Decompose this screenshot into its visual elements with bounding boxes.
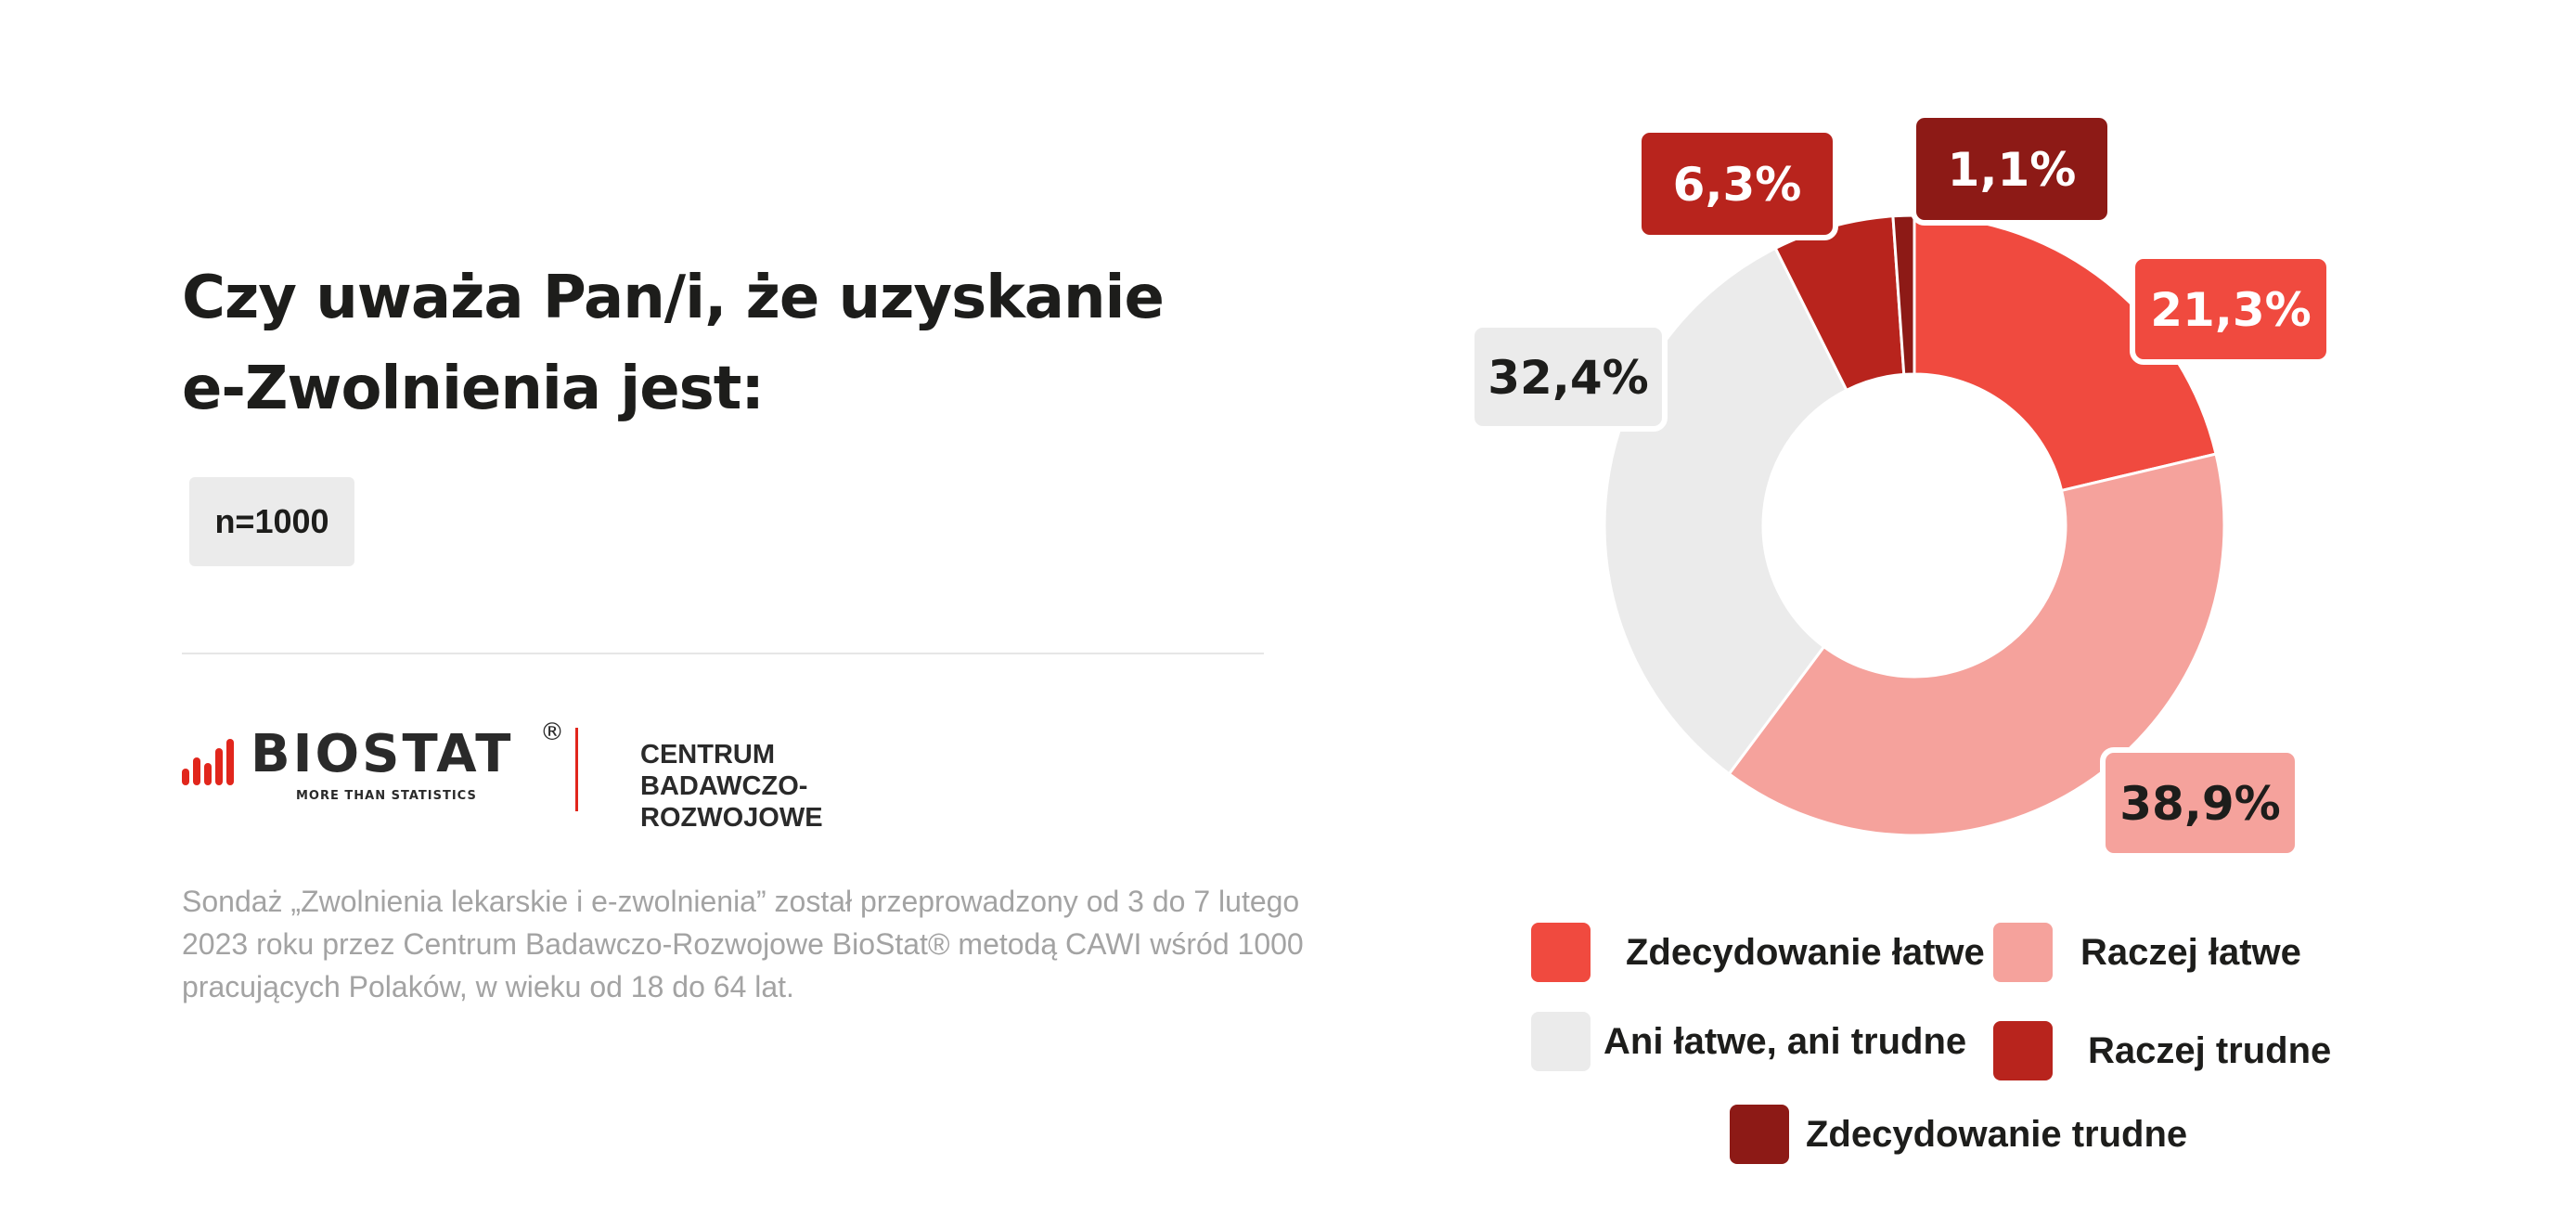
legend-item-zdecydowanie-latwe: Zdecydowanie łatwe	[1531, 923, 1985, 982]
divider	[182, 653, 1264, 654]
slice-label-text: 6,3%	[1673, 158, 1802, 212]
legend-label: Raczej łatwe	[2080, 931, 2301, 973]
legend-swatch	[1531, 923, 1591, 982]
slice-label-text: 38,9%	[2119, 777, 2280, 831]
logo-centrum-line-2: BADAWCZO-ROZWOJOWE	[640, 771, 823, 833]
legend-label: Raczej trudne	[2088, 1029, 2332, 1071]
biostat-logo: BIOSTAT ® MORE THAN STATISTICS CENTRUM B…	[182, 718, 961, 833]
logo-separator	[575, 728, 578, 811]
legend-swatch	[1531, 1012, 1591, 1071]
legend-item-ani-latwe-ani-trudne: Ani łatwe, ani trudne	[1531, 1012, 1966, 1071]
donut-chart: 21,3% 38,9% 32,4% 6,3% 1,1%	[1469, 112, 2332, 859]
slice-label-zdecydowanie-trudne: 1,1%	[1911, 112, 2113, 226]
logo-centrum-line-1: CENTRUM	[640, 740, 775, 770]
note-line-1: Sondaż „Zwolnienia lekarskie i e-zwolnie…	[182, 885, 1300, 918]
legend-item-zdecydowanie-trudne: Zdecydowanie trudne	[1730, 1105, 2187, 1164]
legend-label: Zdecydowanie trudne	[1806, 1113, 2188, 1155]
slice-label-box	[2100, 747, 2300, 859]
title-line-2: e-Zwolnienia jest:	[182, 355, 765, 423]
slice-label-box	[1911, 112, 2113, 226]
slice-label-ani-latwe-ani-trudne: 32,4%	[1469, 322, 1668, 432]
slice-label-box	[1469, 322, 1668, 432]
legend-item-raczej-trudne: Raczej trudne	[1993, 1021, 2331, 1080]
legend-swatch	[1993, 923, 2053, 982]
sample-size-badge: n=1000	[189, 477, 354, 566]
slice-labels: 21,3% 38,9% 32,4% 6,3% 1,1%	[1469, 112, 2332, 859]
note-line-2: 2023 roku przez Centrum Badawczo-Rozwojo…	[182, 927, 1304, 961]
logo-wordmark: BIOSTAT	[251, 724, 514, 784]
slice-label-box	[1636, 127, 1838, 240]
logo-tagline: MORE THAN STATISTICS	[296, 789, 477, 803]
survey-note: Sondaż „Zwolnienia lekarskie i e-zwolnie…	[182, 880, 1388, 1008]
logo-registered-mark: ®	[540, 718, 564, 746]
slice-raczej-latwe	[1727, 452, 2226, 837]
slice-label-text: 1,1%	[1948, 143, 2077, 197]
title-line-1: Czy uważa Pan/i, że uzyskanie	[182, 264, 1165, 332]
legend-item-raczej-latwe: Raczej łatwe	[1993, 923, 2301, 982]
slice-label-text: 32,4%	[1488, 351, 1648, 405]
slice-label-raczej-latwe: 38,9%	[2100, 747, 2300, 859]
legend-swatch	[1730, 1105, 1789, 1164]
slice-label-raczej-trudne: 6,3%	[1636, 127, 1838, 240]
legend-label: Ani łatwe, ani trudne	[1604, 1020, 1967, 1062]
legend-label: Zdecydowanie łatwe	[1626, 931, 1985, 973]
logo-centrum-text: CENTRUM BADAWCZO-ROZWOJOWE	[640, 739, 961, 834]
note-line-3: pracujących Polaków, w wieku od 18 do 64…	[182, 970, 794, 1003]
chart-title: Czy uważa Pan/i, że uzyskanie e-Zwolnien…	[182, 252, 1295, 434]
slice-label-text: 21,3%	[2150, 283, 2311, 337]
logo-bars-icon	[182, 739, 234, 785]
slice-zdecydowanie-latwe	[1913, 213, 2218, 493]
legend-swatch	[1993, 1021, 2053, 1080]
slice-label-box	[2130, 253, 2332, 365]
slice-label-zdecydowanie-latwe: 21,3%	[2130, 253, 2332, 365]
slice-zdecydowanie-trudne	[1891, 213, 1916, 376]
